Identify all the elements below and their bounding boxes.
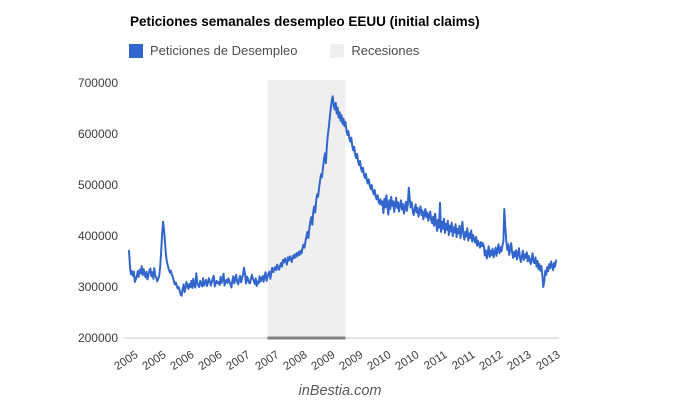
y-axis-label: 300000 xyxy=(77,280,118,294)
legend-label-claims: Peticiones de Desempleo xyxy=(150,43,298,58)
watermark: inBestia.com xyxy=(298,383,382,399)
claims-series-swatch xyxy=(129,43,143,58)
y-axis-label: 500000 xyxy=(77,178,118,192)
y-axis-label: 700000 xyxy=(77,76,118,90)
chart-title: Peticiones semanales desempleo EEUU (ini… xyxy=(130,14,480,29)
claims-line-series xyxy=(128,95,557,297)
legend-item-claims: Peticiones de Desempleo xyxy=(129,43,297,58)
x-axis-tick: 2013 xyxy=(534,345,582,373)
legend-label-recessions: Recesiones xyxy=(351,43,420,58)
y-axis-label: 200000 xyxy=(77,331,118,345)
y-axis-label: 600000 xyxy=(77,127,118,141)
legend-item-recessions: Recesiones xyxy=(330,43,419,58)
chart-legend: Peticiones de Desempleo Recesiones xyxy=(129,43,419,58)
recession-band xyxy=(267,80,346,338)
y-axis-label: 400000 xyxy=(77,229,118,243)
recessions-swatch xyxy=(330,43,345,58)
